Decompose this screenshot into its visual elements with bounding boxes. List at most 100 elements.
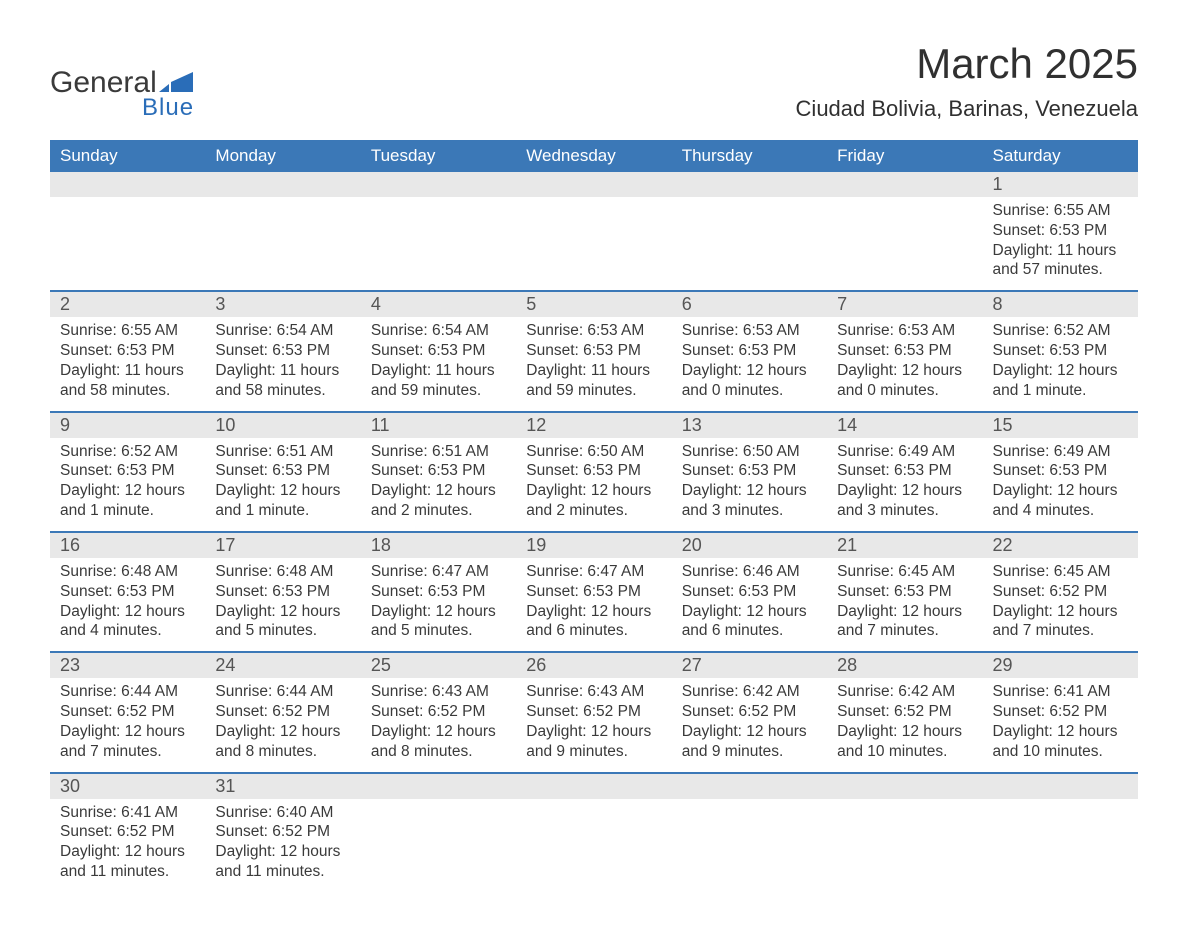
page-header: General Blue March 2025 Ciudad Bolivia, … <box>50 40 1138 122</box>
day-content-empty <box>827 197 982 231</box>
day-content: Sunrise: 6:55 AMSunset: 6:53 PMDaylight:… <box>50 317 205 410</box>
day-content-empty <box>205 197 360 231</box>
sunrise-text: Sunrise: 6:55 AM <box>993 201 1128 221</box>
day-number: 5 <box>516 292 671 317</box>
daylight-text: Daylight: 12 hours and 1 minute. <box>993 361 1128 401</box>
daylight-text: Daylight: 12 hours and 6 minutes. <box>526 602 661 642</box>
day-content-empty <box>361 197 516 231</box>
col-header: Thursday <box>672 140 827 172</box>
day-number: 12 <box>516 413 671 438</box>
title-block: March 2025 Ciudad Bolivia, Barinas, Vene… <box>796 40 1138 122</box>
calendar-cell <box>827 773 982 892</box>
day-number: 6 <box>672 292 827 317</box>
sunset-text: Sunset: 6:53 PM <box>215 461 350 481</box>
day-number-empty <box>827 172 982 197</box>
sunset-text: Sunset: 6:53 PM <box>993 461 1128 481</box>
sunset-text: Sunset: 6:53 PM <box>215 341 350 361</box>
calendar-cell <box>672 773 827 892</box>
sunrise-text: Sunrise: 6:50 AM <box>682 442 817 462</box>
day-content: Sunrise: 6:47 AMSunset: 6:53 PMDaylight:… <box>516 558 671 651</box>
col-header: Monday <box>205 140 360 172</box>
calendar-cell <box>205 172 360 291</box>
day-content-empty <box>672 799 827 833</box>
sunset-text: Sunset: 6:53 PM <box>60 582 195 602</box>
daylight-text: Daylight: 12 hours and 5 minutes. <box>215 602 350 642</box>
sunset-text: Sunset: 6:52 PM <box>60 702 195 722</box>
sunset-text: Sunset: 6:53 PM <box>837 461 972 481</box>
daylight-text: Daylight: 11 hours and 59 minutes. <box>526 361 661 401</box>
calendar-cell: 17Sunrise: 6:48 AMSunset: 6:53 PMDayligh… <box>205 532 360 652</box>
sunset-text: Sunset: 6:52 PM <box>215 702 350 722</box>
day-content: Sunrise: 6:49 AMSunset: 6:53 PMDaylight:… <box>983 438 1138 531</box>
calendar-cell: 22Sunrise: 6:45 AMSunset: 6:52 PMDayligh… <box>983 532 1138 652</box>
day-content-empty <box>983 799 1138 833</box>
sunrise-text: Sunrise: 6:47 AM <box>526 562 661 582</box>
col-header: Wednesday <box>516 140 671 172</box>
day-number-empty <box>50 172 205 197</box>
page-subtitle: Ciudad Bolivia, Barinas, Venezuela <box>796 96 1138 122</box>
sunrise-text: Sunrise: 6:41 AM <box>993 682 1128 702</box>
day-number: 27 <box>672 653 827 678</box>
day-number: 18 <box>361 533 516 558</box>
sunrise-text: Sunrise: 6:49 AM <box>837 442 972 462</box>
day-content-empty <box>672 197 827 231</box>
logo-word2: Blue <box>142 94 194 122</box>
day-number: 20 <box>672 533 827 558</box>
daylight-text: Daylight: 12 hours and 8 minutes. <box>215 722 350 762</box>
daylight-text: Daylight: 12 hours and 10 minutes. <box>837 722 972 762</box>
logo-chart-icon <box>159 70 193 92</box>
daylight-text: Daylight: 12 hours and 2 minutes. <box>371 481 506 521</box>
day-number: 9 <box>50 413 205 438</box>
sunrise-text: Sunrise: 6:50 AM <box>526 442 661 462</box>
sunset-text: Sunset: 6:52 PM <box>526 702 661 722</box>
day-content: Sunrise: 6:54 AMSunset: 6:53 PMDaylight:… <box>205 317 360 410</box>
daylight-text: Daylight: 12 hours and 0 minutes. <box>682 361 817 401</box>
calendar-cell: 28Sunrise: 6:42 AMSunset: 6:52 PMDayligh… <box>827 652 982 772</box>
daylight-text: Daylight: 12 hours and 10 minutes. <box>993 722 1128 762</box>
calendar-cell: 21Sunrise: 6:45 AMSunset: 6:53 PMDayligh… <box>827 532 982 652</box>
day-number: 17 <box>205 533 360 558</box>
daylight-text: Daylight: 12 hours and 11 minutes. <box>215 842 350 882</box>
calendar-week-row: 2Sunrise: 6:55 AMSunset: 6:53 PMDaylight… <box>50 291 1138 411</box>
day-number: 26 <box>516 653 671 678</box>
calendar-cell <box>672 172 827 291</box>
day-content: Sunrise: 6:48 AMSunset: 6:53 PMDaylight:… <box>205 558 360 651</box>
day-number-empty <box>205 172 360 197</box>
daylight-text: Daylight: 12 hours and 0 minutes. <box>837 361 972 401</box>
day-content: Sunrise: 6:55 AMSunset: 6:53 PMDaylight:… <box>983 197 1138 290</box>
day-number: 11 <box>361 413 516 438</box>
calendar-cell <box>50 172 205 291</box>
day-content-empty <box>516 197 671 231</box>
daylight-text: Daylight: 11 hours and 58 minutes. <box>60 361 195 401</box>
calendar-cell: 25Sunrise: 6:43 AMSunset: 6:52 PMDayligh… <box>361 652 516 772</box>
daylight-text: Daylight: 12 hours and 9 minutes. <box>526 722 661 762</box>
calendar-cell <box>516 773 671 892</box>
day-content: Sunrise: 6:44 AMSunset: 6:52 PMDaylight:… <box>50 678 205 771</box>
daylight-text: Daylight: 12 hours and 8 minutes. <box>371 722 506 762</box>
daylight-text: Daylight: 12 hours and 1 minute. <box>60 481 195 521</box>
sunset-text: Sunset: 6:53 PM <box>993 341 1128 361</box>
day-content: Sunrise: 6:46 AMSunset: 6:53 PMDaylight:… <box>672 558 827 651</box>
day-content: Sunrise: 6:43 AMSunset: 6:52 PMDaylight:… <box>516 678 671 771</box>
day-content: Sunrise: 6:43 AMSunset: 6:52 PMDaylight:… <box>361 678 516 771</box>
sunset-text: Sunset: 6:53 PM <box>60 341 195 361</box>
day-number-empty <box>516 172 671 197</box>
calendar-cell: 15Sunrise: 6:49 AMSunset: 6:53 PMDayligh… <box>983 412 1138 532</box>
sunrise-text: Sunrise: 6:44 AM <box>60 682 195 702</box>
sunset-text: Sunset: 6:53 PM <box>60 461 195 481</box>
col-header: Friday <box>827 140 982 172</box>
calendar-cell <box>827 172 982 291</box>
sunset-text: Sunset: 6:53 PM <box>526 341 661 361</box>
day-number: 28 <box>827 653 982 678</box>
day-number: 16 <box>50 533 205 558</box>
calendar-week-row: 23Sunrise: 6:44 AMSunset: 6:52 PMDayligh… <box>50 652 1138 772</box>
sunset-text: Sunset: 6:52 PM <box>60 822 195 842</box>
day-content: Sunrise: 6:48 AMSunset: 6:53 PMDaylight:… <box>50 558 205 651</box>
daylight-text: Daylight: 12 hours and 7 minutes. <box>837 602 972 642</box>
calendar-cell: 3Sunrise: 6:54 AMSunset: 6:53 PMDaylight… <box>205 291 360 411</box>
calendar-cell: 10Sunrise: 6:51 AMSunset: 6:53 PMDayligh… <box>205 412 360 532</box>
day-number-empty <box>983 774 1138 799</box>
daylight-text: Daylight: 12 hours and 4 minutes. <box>60 602 195 642</box>
day-number: 8 <box>983 292 1138 317</box>
calendar-cell: 1Sunrise: 6:55 AMSunset: 6:53 PMDaylight… <box>983 172 1138 291</box>
